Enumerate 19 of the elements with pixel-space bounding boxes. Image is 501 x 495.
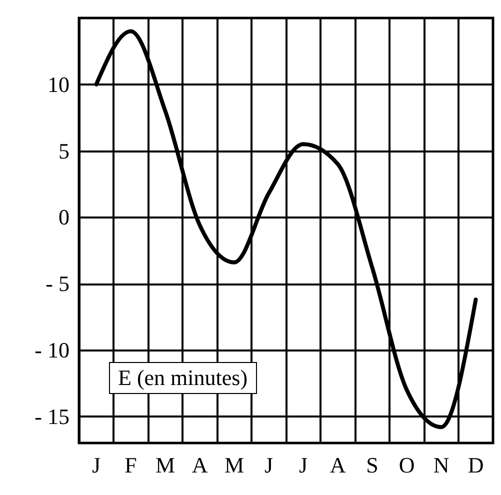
x-tick-label: N (433, 452, 450, 478)
x-tick-label: J (298, 452, 308, 478)
x-tick-label: O (398, 452, 415, 478)
y-tick-label: - 15 (34, 404, 70, 429)
x-tick-label: M (155, 452, 176, 478)
y-tick-label: - 10 (34, 338, 70, 363)
x-tick-label: F (124, 452, 137, 478)
x-tick-label: A (330, 452, 346, 478)
y-tick-label: - 5 (46, 271, 70, 296)
x-tick-label: D (468, 452, 484, 478)
y-tick-label: 5 (58, 138, 70, 164)
caption-box: E (en minutes) (109, 362, 257, 394)
x-tick-label: M (224, 452, 244, 478)
x-tick-label: S (366, 452, 378, 478)
x-tick-label: A (192, 452, 208, 478)
y-tick-label: 0 (58, 204, 70, 230)
x-tick-label: J (92, 452, 101, 478)
y-tick-label: 10 (48, 72, 70, 97)
x-tick-label: J (264, 452, 274, 478)
